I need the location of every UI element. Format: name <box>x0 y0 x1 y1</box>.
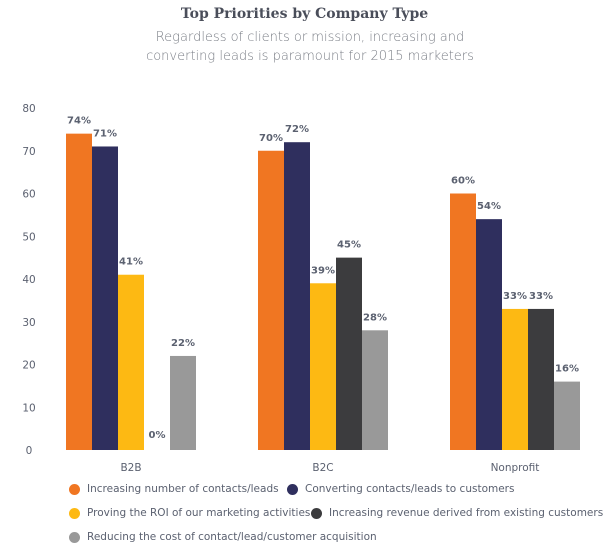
bar-chart: 0 10 20 30 40 50 60 70 80 74%71% 41% 0% 22% B2B 70%72%… <box>22 103 580 474</box>
data-label: 70% <box>259 133 283 144</box>
legend-dot-icon <box>69 531 80 543</box>
legend-label: Increasing number of contacts/leads <box>87 483 279 495</box>
legend-item: Reducing the cost of contact/lead/custom… <box>69 531 377 543</box>
category-label: B2B <box>120 462 141 474</box>
legend-item: Converting contacts/leads to customers <box>287 483 514 495</box>
bar <box>362 330 388 450</box>
data-label: 28% <box>363 312 387 323</box>
legend-item: Increasing number of contacts/leads <box>69 483 279 495</box>
data-label: 74% <box>67 116 91 127</box>
legend-dot-icon <box>69 483 80 495</box>
bar <box>118 274 144 450</box>
y-tick-label: 80 <box>22 103 35 115</box>
y-tick-label: 70 <box>22 146 35 158</box>
data-label: 72% <box>285 124 309 135</box>
bar <box>66 133 92 450</box>
chart-title: Top Priorities by Company Type <box>180 6 429 22</box>
legend-dot-icon <box>311 507 322 519</box>
legend-label: Reducing the cost of contact/lead/custom… <box>87 531 377 543</box>
data-label: 54% <box>477 201 501 212</box>
y-tick-label: 50 <box>22 231 35 243</box>
legend-label: Converting contacts/leads to customers <box>305 483 515 495</box>
data-label: 0% <box>149 430 166 441</box>
bar <box>476 219 502 450</box>
data-label: 16% <box>555 364 579 375</box>
data-label: 60% <box>451 176 475 187</box>
data-label: 39% <box>311 265 335 276</box>
bar <box>170 355 196 450</box>
data-label: 22% <box>171 338 195 349</box>
bar <box>528 308 554 450</box>
y-tick-label: 40 <box>22 274 35 286</box>
data-label: 33% <box>529 291 553 302</box>
y-tick-label: 10 <box>22 402 35 414</box>
legend-label: Increasing revenue derived from existing… <box>329 507 604 519</box>
bar <box>554 381 580 450</box>
y-tick-label: 60 <box>22 189 35 201</box>
bar <box>284 142 310 450</box>
legend-dot-icon <box>69 507 80 519</box>
bar <box>310 283 336 450</box>
bar <box>336 257 362 450</box>
bar <box>258 150 284 450</box>
data-label: 33% <box>503 291 527 302</box>
legend-label: Proving the ROI of our marketing activit… <box>87 507 311 519</box>
data-label: 45% <box>337 240 361 251</box>
category-label: B2C <box>312 462 333 474</box>
y-tick-label: 20 <box>22 360 35 372</box>
chart-subtitle: Regardless of clients or mission, increa… <box>146 30 474 64</box>
legend-item: Proving the ROI of our marketing activit… <box>69 507 310 519</box>
data-label: 71% <box>93 128 117 139</box>
bar <box>502 308 528 450</box>
bar <box>450 193 476 450</box>
y-tick-label: 30 <box>22 317 35 329</box>
legend-item: Increasing revenue derived from existing… <box>311 507 603 519</box>
category-label: Nonprofit <box>491 462 540 474</box>
bar <box>92 146 118 450</box>
data-label: 41% <box>119 257 143 268</box>
legend-dot-icon <box>287 483 298 495</box>
y-tick-label: 0 <box>26 445 33 457</box>
